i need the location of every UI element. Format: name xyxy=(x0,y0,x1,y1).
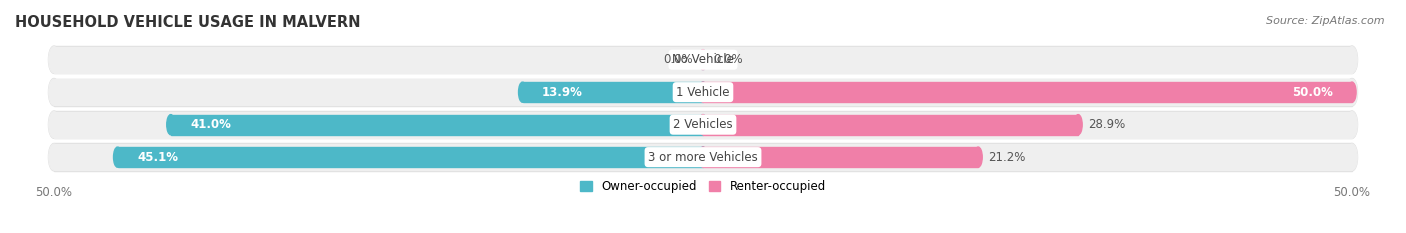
Circle shape xyxy=(974,147,983,167)
Text: 0.0%: 0.0% xyxy=(713,53,742,66)
Circle shape xyxy=(1347,144,1357,170)
Circle shape xyxy=(1074,115,1083,135)
Circle shape xyxy=(1347,79,1358,106)
Circle shape xyxy=(699,115,707,135)
Circle shape xyxy=(48,79,59,106)
Circle shape xyxy=(49,112,59,138)
Bar xyxy=(703,82,1353,102)
Circle shape xyxy=(167,115,174,135)
Text: 21.2%: 21.2% xyxy=(988,151,1026,164)
Text: Source: ZipAtlas.com: Source: ZipAtlas.com xyxy=(1267,16,1385,26)
Text: 2 Vehicles: 2 Vehicles xyxy=(673,118,733,131)
Circle shape xyxy=(49,47,59,73)
Bar xyxy=(53,111,1353,138)
Circle shape xyxy=(114,147,121,167)
Bar xyxy=(53,79,1353,105)
Text: 3 or more Vehicles: 3 or more Vehicles xyxy=(648,151,758,164)
Circle shape xyxy=(699,50,707,70)
Bar xyxy=(703,147,979,167)
Circle shape xyxy=(49,144,59,170)
Text: 1 Vehicle: 1 Vehicle xyxy=(676,86,730,99)
Circle shape xyxy=(519,82,527,102)
Text: 41.0%: 41.0% xyxy=(190,118,231,131)
Bar xyxy=(53,144,1353,171)
Text: 45.1%: 45.1% xyxy=(136,151,179,164)
Bar xyxy=(53,79,1353,106)
Text: HOUSEHOLD VEHICLE USAGE IN MALVERN: HOUSEHOLD VEHICLE USAGE IN MALVERN xyxy=(15,15,360,30)
Bar xyxy=(53,144,1353,170)
Circle shape xyxy=(1347,144,1358,171)
Bar xyxy=(53,46,1353,73)
Bar xyxy=(703,115,1078,135)
Bar xyxy=(53,112,1353,138)
Text: No Vehicle: No Vehicle xyxy=(672,53,734,66)
Circle shape xyxy=(48,46,59,73)
Text: 50.0%: 50.0% xyxy=(1292,86,1333,99)
Circle shape xyxy=(699,82,707,102)
Text: 0.0%: 0.0% xyxy=(664,53,693,66)
Circle shape xyxy=(48,144,59,171)
Circle shape xyxy=(699,147,707,167)
Circle shape xyxy=(699,147,707,167)
Bar xyxy=(170,115,703,135)
Circle shape xyxy=(699,115,707,135)
Bar xyxy=(53,47,1353,73)
Bar xyxy=(118,147,703,167)
Circle shape xyxy=(1347,79,1357,105)
Circle shape xyxy=(48,111,59,138)
Circle shape xyxy=(1347,112,1357,138)
Circle shape xyxy=(1347,47,1357,73)
Circle shape xyxy=(699,50,707,70)
Text: 28.9%: 28.9% xyxy=(1088,118,1126,131)
Circle shape xyxy=(1348,82,1355,102)
Circle shape xyxy=(1347,111,1358,138)
Circle shape xyxy=(49,79,59,105)
Circle shape xyxy=(1347,46,1358,73)
Text: 13.9%: 13.9% xyxy=(543,86,583,99)
Circle shape xyxy=(699,82,707,102)
Bar xyxy=(523,82,703,102)
Legend: Owner-occupied, Renter-occupied: Owner-occupied, Renter-occupied xyxy=(579,180,827,193)
